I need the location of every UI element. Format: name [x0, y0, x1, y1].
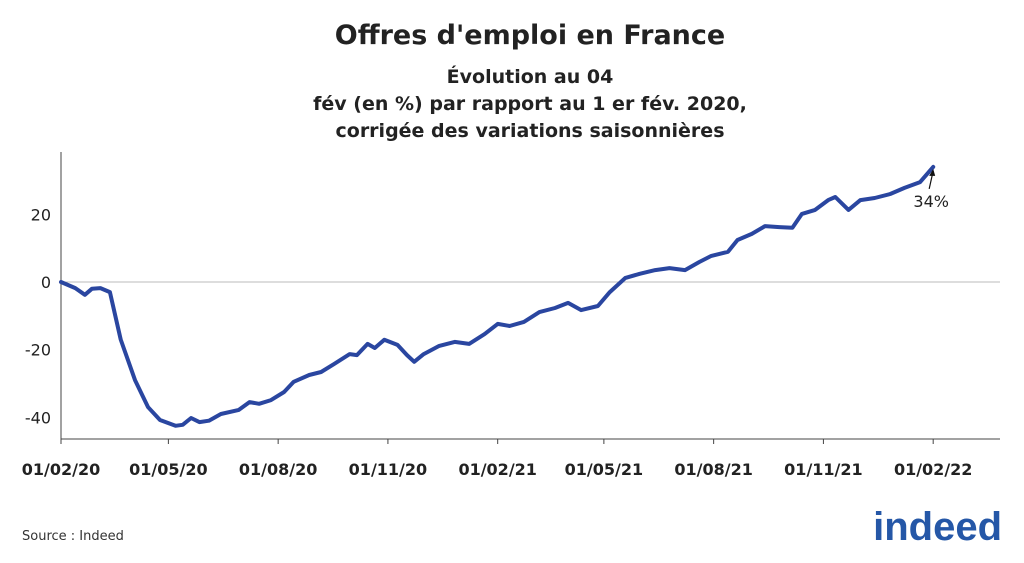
x-tick-label: 01/08/20 [239, 460, 317, 479]
y-tick-label: 20 [31, 205, 51, 224]
x-tick-label: 01/05/20 [129, 460, 207, 479]
x-tick-label: 01/11/20 [349, 460, 427, 479]
x-tick-label: 01/02/21 [458, 460, 536, 479]
annotation: 34% [913, 192, 949, 211]
annotation-arrowhead [929, 168, 936, 176]
y-tick-label: 0 [41, 273, 51, 292]
y-tick-label: -40 [25, 408, 51, 427]
subtitle: Évolution au 04 [447, 65, 614, 88]
x-tick-label: 01/08/21 [674, 460, 752, 479]
subtitle: fév (en %) par rapport au 1 er fév. 2020… [313, 93, 747, 115]
x-tick-label: 01/11/21 [784, 460, 862, 479]
source: Source : Indeed [22, 529, 124, 544]
y-tick-label: -20 [25, 341, 51, 360]
x-tick-label: 01/02/22 [894, 460, 972, 479]
logo: indeed [873, 505, 1002, 549]
subtitle: corrigée des variations saisonnières [336, 120, 725, 142]
x-tick-label: 01/05/21 [565, 460, 643, 479]
line-series [59, 164, 936, 428]
chart-title: Offres d'emploi en France [335, 20, 725, 51]
x-tick-label: 01/02/20 [22, 460, 100, 479]
